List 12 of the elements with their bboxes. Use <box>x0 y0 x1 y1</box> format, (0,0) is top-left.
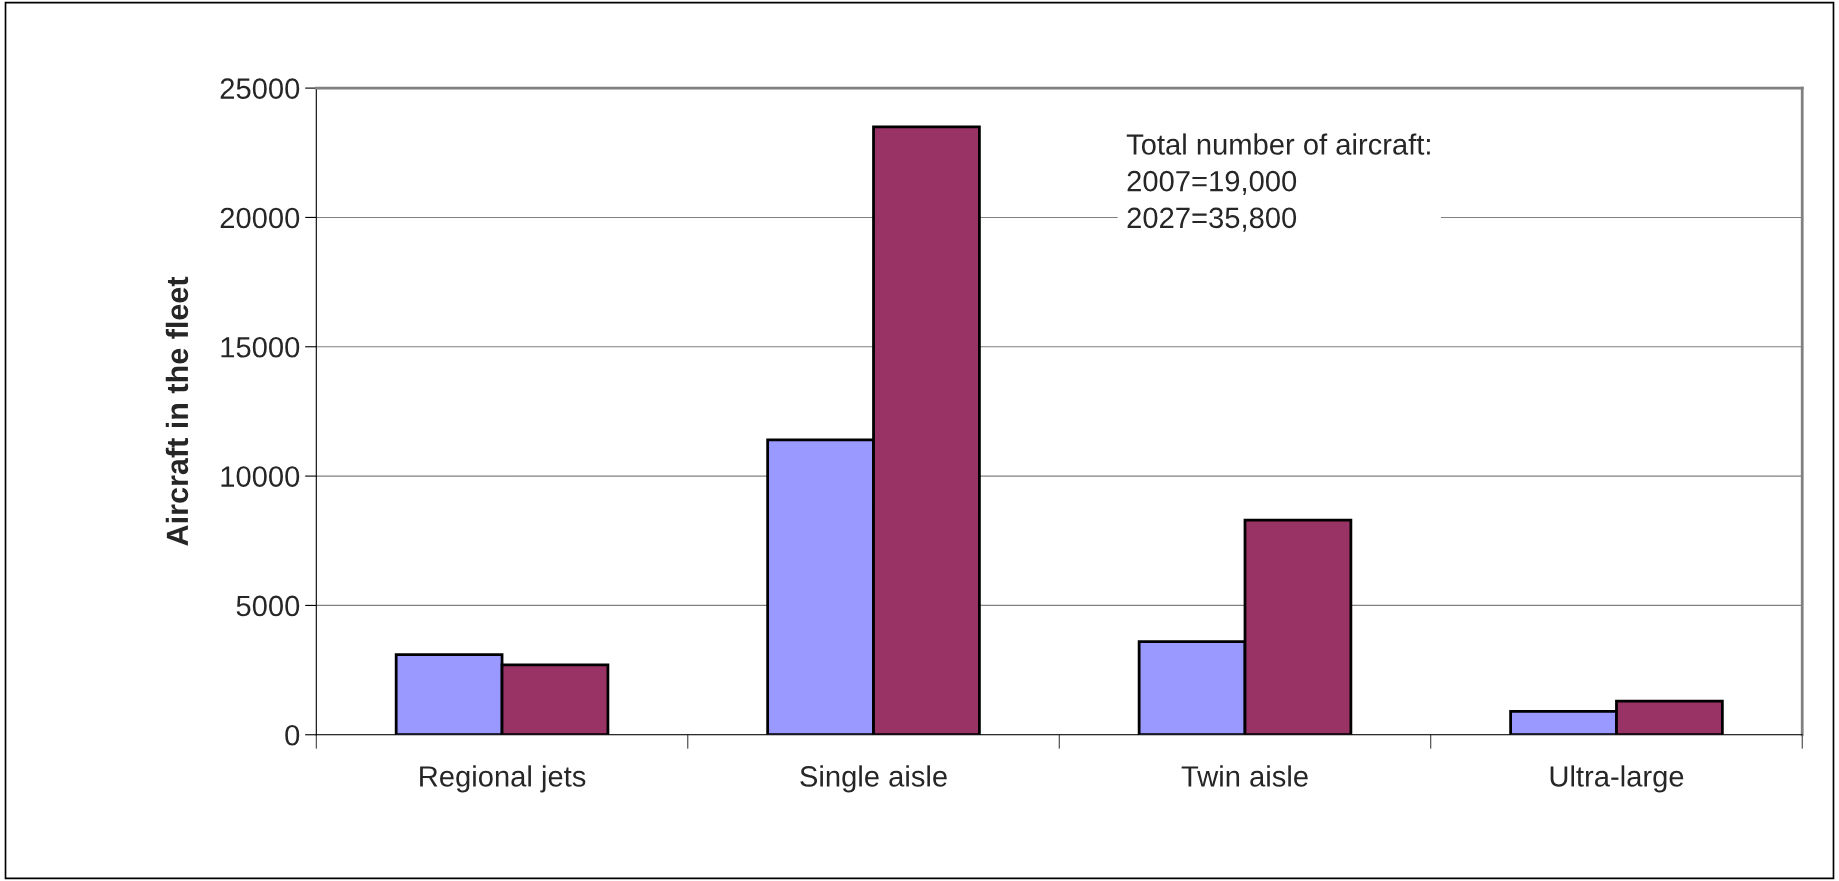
y-tick-label: 20000 <box>220 207 300 229</box>
y-tick-label: 0 <box>285 724 300 746</box>
y-tick-label: 15000 <box>221 336 300 358</box>
annotation: Total number of aircraft: 2007=19,000 2027=35,800 <box>1126 133 1430 232</box>
x-tick-label: Single aisle <box>800 765 947 793</box>
y-tick-label: 5000 <box>236 595 300 617</box>
y-tick-label: 25000 <box>220 78 300 99</box>
x-tick-label: Regional jets <box>420 765 586 793</box>
x-tick-label: Ultra-large <box>1550 765 1684 793</box>
x-tick-label: Twin aisle <box>1181 765 1308 787</box>
y-axis-title: Aircraft in the fleet <box>165 276 189 546</box>
y-tick-label: 10000 <box>221 466 300 487</box>
